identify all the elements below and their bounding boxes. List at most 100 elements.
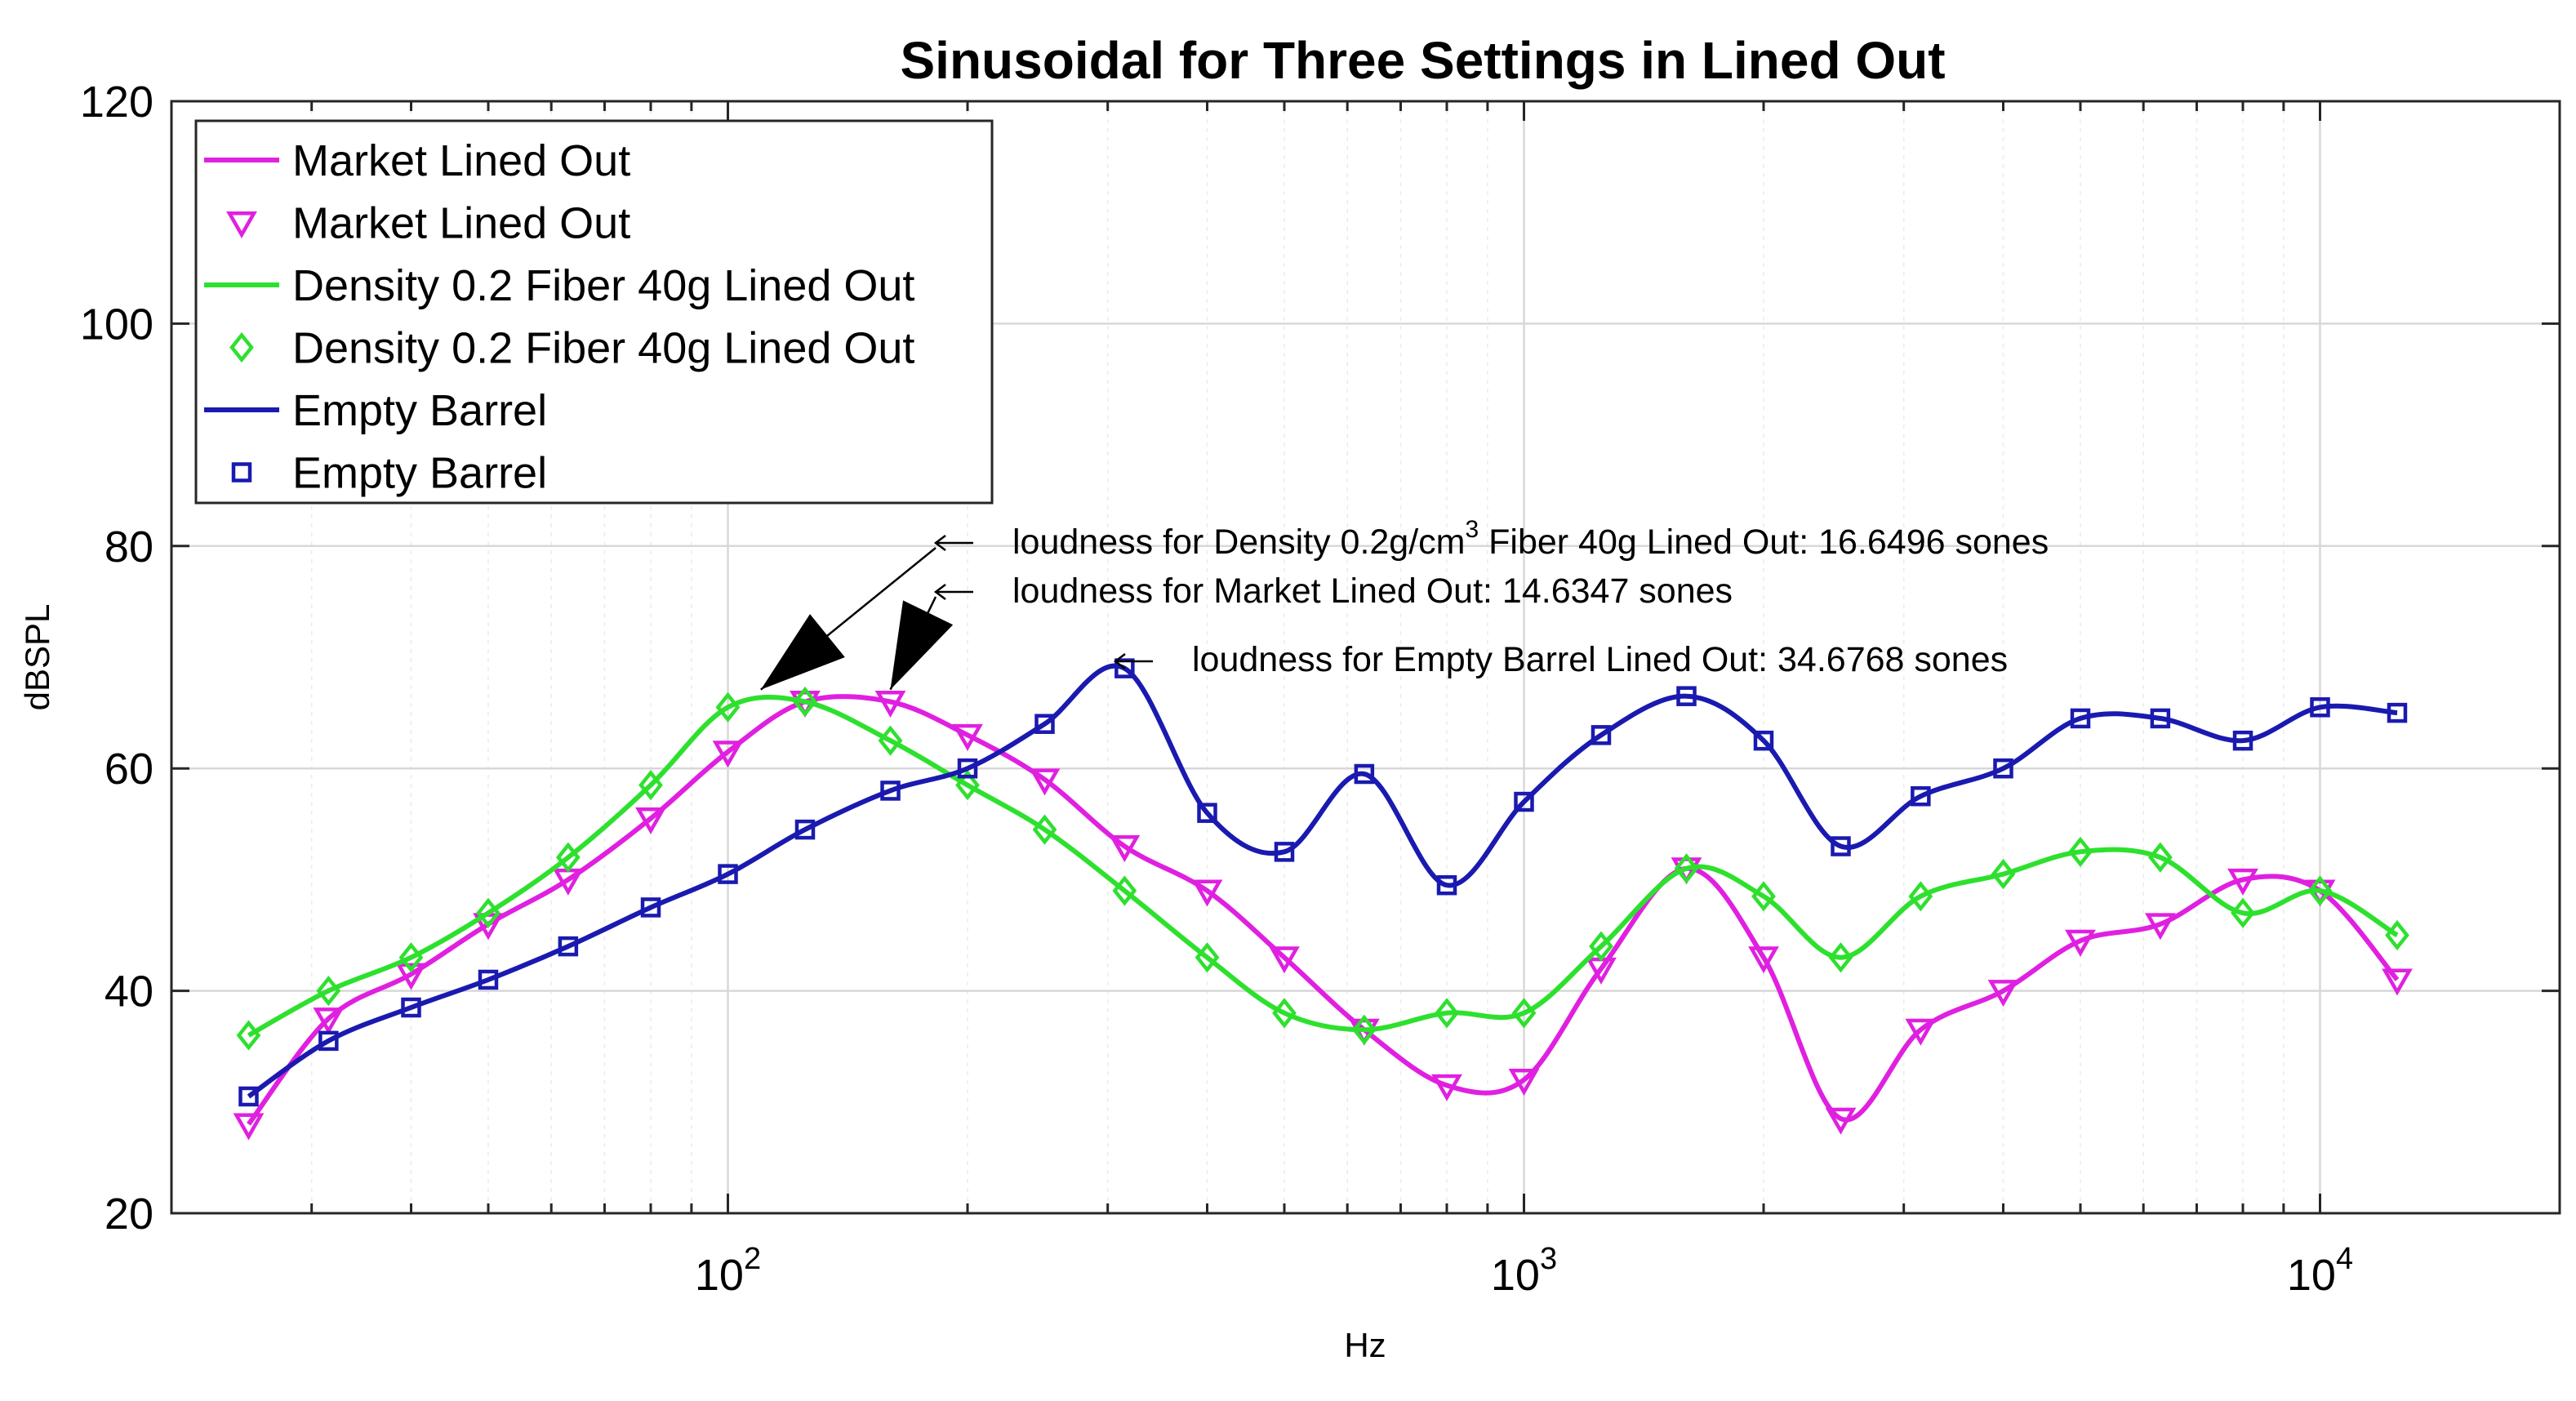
annotation-arrowhead [890,600,954,690]
data-point-marker [878,725,903,756]
data-point-marker [793,686,817,718]
annotation-arrow-glyph [933,535,946,551]
data-point-marker [1191,879,1223,907]
data-point-marker [2232,730,2253,751]
x-tick-exponent: 2 [744,1242,761,1276]
y-tick-label: 60 [105,745,153,794]
data-point-marker [1828,942,1853,973]
data-point-marker [2068,836,2093,867]
y-tick-label: 80 [105,523,153,572]
data-point-marker [1991,858,2016,890]
legend-entry: Density 0.2 Fiber 40g Lined Out [204,261,914,310]
data-point-marker [1109,835,1141,863]
data-point-marker [398,942,424,973]
data-point-marker [1435,998,1459,1029]
annotations: loudness for Density 0.2g/cm3 Fiber 40g … [760,516,2049,691]
annotation-text-part: loudness for Empty Barrel Lined Out: 34.… [1192,640,2008,679]
data-point-marker [1905,1018,1937,1046]
annotation-arrow-glyph [933,584,946,600]
legend-label: Empty Barrel [292,386,547,435]
data-point-marker [2227,868,2258,896]
legend-marker-swatch [231,462,252,483]
series-line [247,694,2399,1038]
data-point-marker [478,969,499,990]
legend-entry: Empty Barrel [231,449,547,498]
data-point-marker [1114,658,1135,678]
data-point-marker [2382,968,2413,996]
data-point-marker [1591,725,1612,745]
x-tick-label: 103 [1491,1242,1557,1300]
legend-label: Market Lined Out [292,199,630,248]
y-tick-label: 40 [105,967,153,1016]
data-point-marker [1029,768,1061,796]
legend-entry: Empty Barrel [204,386,547,435]
series-group [236,686,2409,1051]
legend-marker-swatch [229,331,254,363]
data-point-marker [1197,803,1217,823]
data-point-marker [236,1020,261,1051]
legend-label: Market Lined Out [292,136,630,185]
series-line [247,663,2398,1099]
data-point-marker [2150,708,2171,729]
data-point-marker [1753,730,1774,751]
x-tick-base: 10 [695,1251,744,1300]
data-point-marker [2065,929,2096,957]
data-point-marker [2387,702,2408,723]
legend-entry: Density 0.2 Fiber 40g Lined Out [229,324,914,373]
data-point-marker [712,741,744,768]
y-tick-label: 20 [105,1190,153,1239]
data-point-marker [1911,786,1931,807]
data-point-marker [957,758,978,779]
series-group [238,658,2408,1107]
annotation-text-part: loudness for Density 0.2g/cm [1012,523,1466,562]
annotation-arrow-glyph [1113,653,1126,669]
data-point-marker [316,975,341,1007]
annotation-text-part: Fiber 40g Lined Out: 16.6496 sones [1479,523,2049,562]
data-point-marker [555,842,581,873]
legend-label: Density 0.2 Fiber 40g Lined Out [292,261,914,310]
data-point-marker [1751,881,1776,912]
data-point-marker [1748,946,1779,974]
data-point-marker [2310,697,2330,718]
data-point-marker [233,1113,265,1141]
data-point-marker [1269,946,1300,974]
data-point-marker [1195,942,1220,973]
data-point-marker [395,963,427,990]
data-point-marker [1272,998,1297,1029]
legend-entry: Market Lined Out [204,136,630,185]
annotation-arrowhead [760,614,845,690]
data-point-marker [2231,897,2255,928]
data-point-marker [1431,1074,1462,1101]
data-point-marker [638,770,663,801]
data-point-marker [2385,919,2409,951]
series-line [247,694,2400,1126]
series-layer [233,658,2413,1141]
data-point-marker [952,723,983,751]
data-point-marker [715,692,741,723]
data-point-marker [476,897,501,928]
legend-label: Empty Barrel [292,449,547,498]
annotation-text-part: loudness for Market Lined Out: 14.6347 s… [1012,572,1733,611]
data-point-marker [1351,1014,1377,1045]
annotation: loudness for Market Lined Out: 14.6347 s… [889,572,1733,691]
data-point-marker [1112,875,1137,906]
data-point-marker [1274,842,1295,862]
legend-box [194,119,994,505]
y-tick-label: 100 [80,300,153,349]
annotation: loudness for Empty Barrel Lined Out: 34.… [1113,640,2008,679]
data-point-marker [1908,881,1933,912]
data-point-marker [874,690,906,718]
x-tick-base: 10 [2287,1251,2336,1300]
x-tick-label: 104 [2287,1242,2353,1300]
data-point-marker [1674,853,1699,884]
annotation-text: loudness for Density 0.2g/cm3 Fiber 40g … [1012,516,2049,562]
x-tick-base: 10 [1491,1251,1540,1300]
annotation-text: loudness for Market Lined Out: 14.6347 s… [1012,572,1733,611]
data-point-marker [1032,814,1057,845]
x-tick-label: 102 [695,1242,761,1300]
data-point-marker [718,864,738,884]
data-point-marker [1676,686,1697,706]
data-point-marker [238,1086,259,1107]
